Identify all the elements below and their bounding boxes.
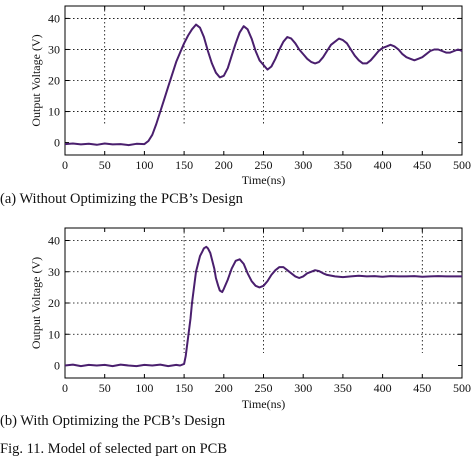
x-tick-label: 0 [62, 158, 68, 172]
series-line-0 [64, 245, 462, 368]
y-tick-label: 40 [48, 11, 60, 25]
y-tick-label: 20 [48, 296, 60, 310]
x-tick-label: 450 [413, 381, 431, 395]
y-tick-label: 30 [48, 42, 60, 56]
chart-b: 0 50 100 150 200 250 300 350 400 450 500 0 10 20 30 40 T… [29, 227, 471, 411]
x-tick-label: 300 [294, 381, 312, 395]
chart-a: 0 50 100 150 200 250 300 350 400 450 500 0 10 20 30 40 T… [29, 5, 471, 187]
y-tick-label: 0 [54, 136, 60, 150]
caption-a: (a) Without Optimizing the PCB’s Design [0, 191, 243, 207]
x-tick-label: 450 [413, 158, 431, 172]
x-tick-label: 200 [215, 381, 233, 395]
y-tick-label: 30 [48, 265, 60, 279]
x-tick-label: 50 [99, 381, 111, 395]
x-tick-label: 100 [135, 381, 153, 395]
y-tick-label: 20 [48, 74, 60, 88]
series-line-0 [64, 23, 463, 147]
y-tick-label: 10 [48, 327, 60, 341]
y-axis-label: Output Voltage (V) [29, 34, 43, 126]
y-tick-label: 40 [48, 234, 60, 248]
x-axis-label: Time(ns) [242, 173, 286, 187]
x-tick-label: 250 [255, 381, 273, 395]
x-tick-label: 250 [255, 158, 273, 172]
y-tick-label: 10 [48, 105, 60, 119]
x-tick-label: 100 [135, 158, 153, 172]
y-tick-label: 0 [54, 359, 60, 373]
x-tick-label: 200 [215, 158, 233, 172]
x-tick-label: 500 [453, 158, 471, 172]
x-tick-label: 400 [374, 158, 392, 172]
x-tick-label: 150 [175, 381, 193, 395]
y-axis-label: Output Voltage (V) [29, 257, 43, 349]
x-tick-label: 500 [453, 381, 471, 395]
x-tick-label: 0 [62, 381, 68, 395]
x-tick-label: 400 [374, 381, 392, 395]
x-tick-label: 300 [294, 158, 312, 172]
x-axis-label: Time(ns) [242, 397, 286, 411]
caption-b: (b) With Optimizing the PCB’s Design [0, 413, 226, 429]
x-tick-label: 350 [334, 381, 352, 395]
x-tick-label: 150 [175, 158, 193, 172]
x-tick-label: 50 [99, 158, 111, 172]
figure-caption: Fig. 11. Model of selected part on PCB [0, 441, 228, 457]
x-tick-label: 350 [334, 158, 352, 172]
